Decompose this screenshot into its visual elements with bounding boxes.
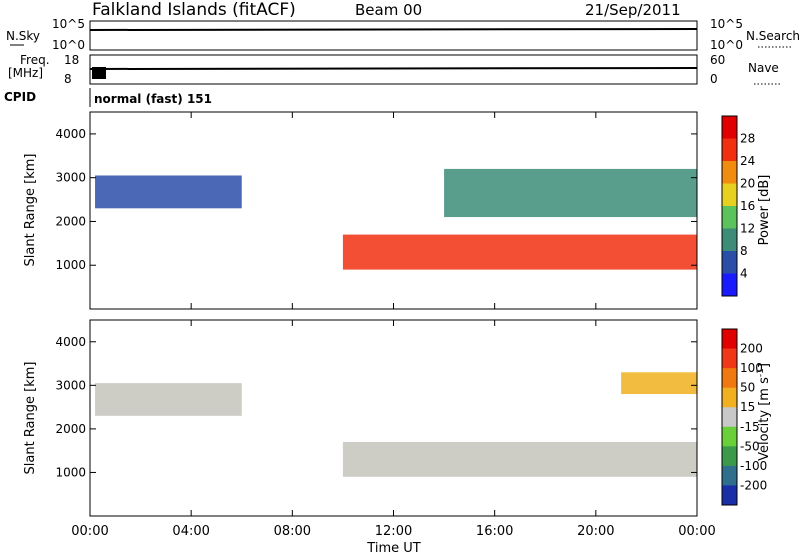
colorbar-tick-label: 24 bbox=[740, 154, 755, 168]
nsearch-label: N.Search bbox=[746, 29, 800, 43]
station-title: Falkland Islands (fitACF) bbox=[92, 0, 296, 20]
x-tick-label: 00:00 bbox=[71, 524, 108, 539]
colorbar-segment bbox=[722, 446, 737, 467]
x-tick-label: 12:00 bbox=[375, 524, 412, 539]
x-tick-label: 04:00 bbox=[172, 524, 209, 539]
freq-tick-top: 18 bbox=[64, 53, 79, 67]
velocity-colorbar-label: Velocity [m s-1] bbox=[756, 363, 772, 461]
colorbar-tick-label: 12 bbox=[740, 222, 755, 236]
velocity-ylabel: Slant Range [km] bbox=[23, 362, 38, 475]
colorbar-segment bbox=[722, 228, 737, 252]
nsky-label: N.Sky bbox=[6, 29, 40, 43]
power-ylabel: Slant Range [km] bbox=[23, 154, 38, 267]
cpid-value: normal (fast) 151 bbox=[94, 92, 212, 106]
scatter-region bbox=[95, 175, 242, 209]
colorbar-segment bbox=[722, 116, 737, 139]
colorbar-tick-label: -200 bbox=[740, 478, 767, 492]
y-tick-label: 4000 bbox=[55, 335, 86, 349]
colorbar-segment bbox=[722, 206, 737, 229]
nsky-tick-bottom: 10^0 bbox=[52, 38, 85, 52]
colorbar-tick-label: 8 bbox=[740, 244, 748, 258]
colorbar-segment bbox=[722, 161, 737, 184]
colorbar-tick-label: 4 bbox=[740, 267, 748, 281]
x-tick-label: 16:00 bbox=[476, 524, 513, 539]
velocity-y-axis: 4000 3000 2000 1000 bbox=[55, 335, 697, 479]
power-colorbar: 28 24 20 16 12 8 4 bbox=[721, 115, 755, 297]
scatter-region bbox=[342, 234, 697, 270]
colorbar-segment bbox=[722, 407, 737, 428]
colorbar-tick-label: 15 bbox=[740, 400, 755, 414]
colorbar-segment bbox=[722, 251, 737, 274]
freq-tick-bottom: 8 bbox=[64, 72, 72, 86]
velocity-panel: 4000 3000 2000 1000 Slant Range [km] 200 100… bbox=[23, 319, 772, 517]
velocity-colorbar: 200 100 50 15 -15 -50 -100 -200 bbox=[721, 328, 767, 506]
colorbar-frame bbox=[721, 115, 738, 297]
colorbar-segment bbox=[722, 183, 737, 207]
colorbar-tick-label: 200 bbox=[740, 342, 763, 356]
colorbar-segment bbox=[722, 485, 737, 506]
y-tick-label: 2000 bbox=[55, 422, 86, 436]
colorbar-tick-label: -50 bbox=[740, 439, 760, 453]
nsearch-tick-bottom: 10^0 bbox=[710, 38, 743, 52]
power-panel: 4000 3000 2000 1000 Slant Range [km] 28 24 20… bbox=[23, 111, 772, 310]
y-tick-label: 2000 bbox=[55, 214, 86, 228]
colorbar-segment bbox=[722, 426, 737, 447]
colorbar-segment bbox=[722, 348, 737, 369]
freq-label-line2: [MHz] bbox=[8, 66, 43, 80]
nsky-tick-top: 10^5 bbox=[52, 17, 85, 31]
freq-label-line1: Freq. bbox=[20, 53, 50, 67]
nave-tick-top: 60 bbox=[710, 53, 725, 67]
y-tick-label: 3000 bbox=[55, 378, 86, 392]
colorbar-segment bbox=[722, 273, 737, 297]
frequency-strip: Freq. [MHz] 18 8 60 0 Nave bbox=[8, 53, 782, 86]
colorbar-segment bbox=[722, 329, 737, 350]
colorbar-tick-label: 20 bbox=[740, 177, 755, 191]
xaxis-label: Time UT bbox=[366, 541, 420, 554]
colorbar-tick-label: -100 bbox=[740, 459, 767, 473]
scatter-region bbox=[621, 372, 697, 395]
colorbar-tick-label: -15 bbox=[740, 420, 760, 434]
colorbar-segment bbox=[722, 368, 737, 389]
scatter-region bbox=[342, 441, 697, 477]
colorbar-tick-label: 28 bbox=[740, 132, 755, 146]
scatter-region bbox=[95, 383, 242, 416]
beam-label: Beam 00 bbox=[355, 1, 422, 19]
power-heatmap bbox=[95, 168, 697, 270]
nave-label: Nave bbox=[748, 61, 779, 75]
y-tick-label: 1000 bbox=[55, 465, 86, 479]
colorbar-tick-label: 50 bbox=[740, 381, 755, 395]
time-axis: 00:00 04:00 08:00 12:00 16:00 20:00 00:00 bbox=[71, 112, 716, 539]
power-y-axis: 4000 3000 2000 1000 bbox=[55, 127, 697, 272]
colorbar-segment bbox=[722, 138, 737, 162]
x-tick-label: 20:00 bbox=[577, 524, 614, 539]
y-tick-label: 1000 bbox=[55, 258, 86, 272]
scatter-region bbox=[444, 168, 697, 218]
power-colorbar-label: Power [dB] bbox=[757, 175, 772, 246]
nsearch-tick-top: 10^5 bbox=[710, 17, 743, 31]
colorbar-segment bbox=[722, 387, 737, 408]
x-tick-label: 08:00 bbox=[274, 524, 311, 539]
cpid-label: CPID bbox=[4, 90, 36, 104]
colorbar-tick-label: 100 bbox=[740, 361, 763, 375]
y-tick-label: 3000 bbox=[55, 171, 86, 185]
date-label: 21/Sep/2011 bbox=[585, 1, 681, 19]
x-tick-label: 00:00 bbox=[678, 524, 715, 539]
colorbar-tick-label: 16 bbox=[740, 199, 755, 213]
colorbar-frame bbox=[721, 328, 738, 506]
nsky-strip: N.Sky 10^5 10^0 10^5 10^0 N.Search bbox=[6, 17, 800, 52]
nave-tick-bottom: 0 bbox=[710, 72, 718, 86]
y-tick-label: 4000 bbox=[55, 127, 86, 141]
velocity-heatmap bbox=[95, 372, 697, 477]
colorbar-segment bbox=[722, 465, 737, 486]
